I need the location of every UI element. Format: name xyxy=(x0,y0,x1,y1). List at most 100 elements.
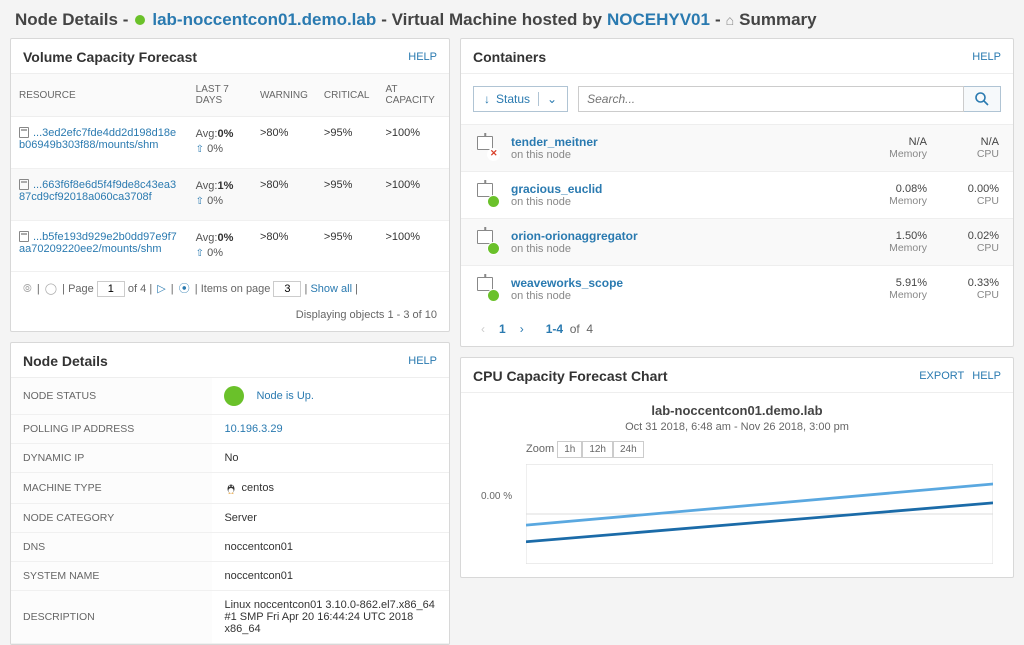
detail-value: noccentcon01 xyxy=(224,541,293,553)
status-dot xyxy=(224,386,244,406)
last7-cell: Avg:1%⇧ 0% xyxy=(188,168,252,220)
detail-label: MACHINE TYPE xyxy=(11,473,212,504)
cpu-label: CPU xyxy=(939,195,999,207)
container-name-link[interactable]: orion-orionaggregator xyxy=(511,229,638,243)
disk-icon xyxy=(19,231,29,242)
pager-prev-icon[interactable]: ◯ xyxy=(45,283,57,295)
nd-title: Node Details xyxy=(23,353,108,369)
detail-label: SYSTEM NAME xyxy=(11,562,212,591)
col-warning: WARNING xyxy=(252,74,316,117)
containers-help-link[interactable]: HELP xyxy=(972,51,1001,63)
nd-help-link[interactable]: HELP xyxy=(408,355,437,367)
zoom-button[interactable]: 1h xyxy=(557,441,582,458)
container-sub: on this node xyxy=(511,243,855,255)
chart-date-range: Oct 31 2018, 6:48 am - Nov 26 2018, 3:00… xyxy=(481,421,993,433)
page-input[interactable] xyxy=(97,281,125,297)
pager-range: 1-4 xyxy=(546,322,563,336)
search-button[interactable] xyxy=(964,86,1001,112)
container-status-dot xyxy=(487,148,500,161)
vcf-help-link[interactable]: HELP xyxy=(408,51,437,63)
cpu-label: CPU xyxy=(939,242,999,254)
node-details-table: NODE STATUSNode is Up.POLLING IP ADDRESS… xyxy=(11,378,449,644)
search-input[interactable] xyxy=(578,86,964,112)
items-input[interactable] xyxy=(273,281,301,297)
resource-link[interactable]: ...3ed2efc7fde4dd2d198d18eb06949b303f88/… xyxy=(19,127,176,151)
container-sub: on this node xyxy=(511,149,855,161)
container-icon xyxy=(475,230,499,254)
status-label: Status xyxy=(496,92,530,106)
header-suffix: - xyxy=(715,10,721,30)
cpu-chart-svg xyxy=(526,464,993,564)
detail-row: SYSTEM NAME noccentcon01 xyxy=(11,562,449,591)
memory-value: 5.91% xyxy=(867,277,927,289)
critical-cell: >95% xyxy=(316,117,378,169)
page-label: Page xyxy=(68,283,94,295)
pager-next-icon[interactable]: ▷ xyxy=(157,283,165,295)
warning-cell: >80% xyxy=(252,168,316,220)
detail-row: NODE CATEGORY Server xyxy=(11,504,449,533)
memory-label: Memory xyxy=(867,289,927,301)
detail-label: DNS xyxy=(11,533,212,562)
container-item: weaveworks_scopeon this node5.91%Memory0… xyxy=(461,265,1013,312)
node-details-panel: Node Details HELP NODE STATUS Node is Up.… xyxy=(10,342,450,645)
zoom-label: Zoom xyxy=(526,443,554,455)
cpu-title: CPU Capacity Forecast Chart xyxy=(473,368,668,384)
cpu-value: 0.02% xyxy=(939,230,999,242)
containers-panel: Containers HELP ↓ Status ⌄ tender_meitne… xyxy=(460,38,1014,347)
vcf-title: Volume Capacity Forecast xyxy=(23,49,197,65)
detail-label: NODE CATEGORY xyxy=(11,504,212,533)
container-name-link[interactable]: gracious_euclid xyxy=(511,182,602,196)
items-label: Items on page xyxy=(201,283,271,295)
show-all-link[interactable]: Show all xyxy=(310,283,352,295)
cpu-label: CPU xyxy=(939,148,999,160)
atcap-cell: >100% xyxy=(377,117,449,169)
container-item: tender_meitneron this nodeN/AMemoryN/ACP… xyxy=(461,124,1013,171)
detail-row: DYNAMIC IPNo xyxy=(11,444,449,473)
detail-label: NODE STATUS xyxy=(11,378,212,415)
container-icon xyxy=(475,277,499,301)
pager-prev-icon[interactable]: ‹ xyxy=(481,322,485,336)
host-link[interactable]: NOCEHYV01 xyxy=(607,10,710,30)
container-status-dot xyxy=(487,242,500,255)
page-of: of 4 xyxy=(128,283,146,295)
containers-title: Containers xyxy=(473,49,546,65)
zoom-button[interactable]: 12h xyxy=(582,441,613,458)
resource-link[interactable]: ...b5fe193d929e2b0dd97e9f7aa70209220ee2/… xyxy=(19,231,177,255)
container-status-dot xyxy=(487,289,500,302)
trend-up-icon: ⇧ xyxy=(196,144,204,155)
node-status-dot xyxy=(135,15,145,25)
resource-link[interactable]: ...663f6f8e6d5f4f9de8c43ea387cd9cf92018a… xyxy=(19,179,176,203)
detail-link[interactable]: 10.196.3.29 xyxy=(224,423,282,435)
export-link[interactable]: EXPORT xyxy=(919,370,964,382)
cpu-value: N/A xyxy=(939,136,999,148)
zoom-button[interactable]: 24h xyxy=(613,441,644,458)
pager-first-icon[interactable]: ⦾ xyxy=(23,283,32,295)
y-axis-label: 0.00 % xyxy=(481,491,512,502)
memory-label: Memory xyxy=(867,195,927,207)
detail-row: DESCRIPTIONLinux noccentcon01 3.10.0-862… xyxy=(11,591,449,644)
detail-value: Server xyxy=(224,512,256,524)
memory-label: Memory xyxy=(867,242,927,254)
cpu-help-link[interactable]: HELP xyxy=(972,370,1001,382)
status-text[interactable]: Node is Up. xyxy=(256,390,313,402)
summary-label: Summary xyxy=(739,10,816,30)
container-sub: on this node xyxy=(511,196,855,208)
memory-value: 1.50% xyxy=(867,230,927,242)
detail-value: noccentcon01 xyxy=(224,570,293,582)
detail-value: centos xyxy=(242,482,274,494)
warning-cell: >80% xyxy=(252,220,316,272)
vcf-table: RESOURCE LAST 7 DAYS WARNING CRITICAL AT… xyxy=(11,74,449,272)
status-filter-button[interactable]: ↓ Status ⌄ xyxy=(473,86,568,112)
container-name-link[interactable]: tender_meitner xyxy=(511,135,598,149)
vcf-pager: ⦾ | ◯ | Page of 4 | ▷ | ⦿ | Items on pag… xyxy=(11,272,449,305)
col-last7: LAST 7 DAYS xyxy=(188,74,252,117)
container-name-link[interactable]: weaveworks_scope xyxy=(511,276,623,290)
cpu-value: 0.00% xyxy=(939,183,999,195)
pager-next-icon[interactable]: › xyxy=(520,322,524,336)
pager-last-icon[interactable]: ⦿ xyxy=(179,283,190,295)
table-row: ...3ed2efc7fde4dd2d198d18eb06949b303f88/… xyxy=(11,117,449,169)
container-icon xyxy=(475,136,499,160)
container-item: gracious_euclidon this node0.08%Memory0.… xyxy=(461,171,1013,218)
container-icon xyxy=(475,183,499,207)
node-name-link[interactable]: lab-noccentcon01.demo.lab xyxy=(152,10,376,30)
